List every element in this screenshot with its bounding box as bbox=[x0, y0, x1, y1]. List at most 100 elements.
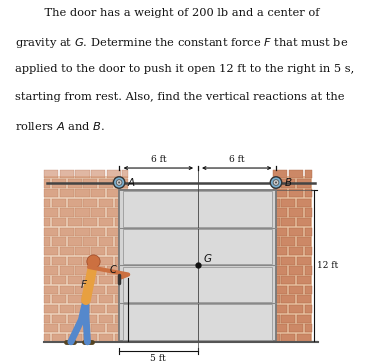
Bar bbox=[119, 190, 276, 341]
Bar bbox=[44, 305, 58, 313]
Bar bbox=[60, 209, 74, 216]
Bar bbox=[83, 237, 98, 245]
Bar bbox=[305, 209, 312, 216]
Text: The door has a weight of 200 lb and a center of: The door has a weight of 200 lb and a ce… bbox=[30, 8, 319, 18]
Bar bbox=[44, 237, 50, 245]
Bar bbox=[68, 199, 82, 207]
Bar bbox=[44, 218, 50, 226]
Bar bbox=[289, 209, 303, 216]
Bar bbox=[289, 189, 303, 197]
Bar bbox=[273, 295, 280, 303]
Bar bbox=[289, 266, 303, 274]
Bar bbox=[305, 266, 312, 274]
Bar bbox=[83, 257, 98, 265]
Bar bbox=[289, 170, 303, 178]
Bar bbox=[115, 315, 128, 323]
Bar bbox=[273, 199, 280, 207]
Bar bbox=[115, 295, 128, 303]
Bar bbox=[107, 170, 121, 178]
Bar bbox=[107, 189, 121, 197]
Bar bbox=[44, 199, 50, 207]
Text: $A$: $A$ bbox=[127, 176, 136, 188]
Bar bbox=[273, 266, 288, 274]
Bar bbox=[122, 189, 128, 197]
Bar bbox=[305, 228, 312, 236]
Text: $B$: $B$ bbox=[283, 176, 292, 188]
Bar bbox=[60, 170, 74, 178]
Bar bbox=[68, 237, 82, 245]
Circle shape bbox=[275, 181, 277, 184]
Bar bbox=[289, 286, 303, 294]
Bar bbox=[289, 247, 303, 255]
Bar bbox=[273, 170, 288, 178]
Bar bbox=[115, 199, 128, 207]
Bar bbox=[281, 276, 295, 284]
Bar bbox=[122, 324, 128, 332]
Bar bbox=[115, 237, 128, 245]
Bar bbox=[75, 324, 89, 332]
Bar bbox=[297, 334, 311, 342]
Bar bbox=[68, 257, 82, 265]
Bar bbox=[99, 199, 113, 207]
Bar bbox=[122, 286, 128, 294]
Circle shape bbox=[116, 180, 122, 185]
Bar bbox=[68, 334, 82, 342]
Bar bbox=[44, 247, 58, 255]
Bar bbox=[273, 218, 280, 226]
Bar bbox=[52, 334, 66, 342]
Bar bbox=[281, 199, 295, 207]
Bar bbox=[91, 324, 105, 332]
Bar bbox=[52, 199, 66, 207]
Text: 3 ft: 3 ft bbox=[131, 305, 146, 314]
Bar bbox=[122, 228, 128, 236]
Bar bbox=[273, 324, 288, 332]
Bar bbox=[44, 257, 50, 265]
Bar bbox=[273, 305, 288, 313]
Bar bbox=[68, 180, 82, 188]
Bar bbox=[305, 189, 312, 197]
Bar bbox=[297, 199, 311, 207]
Bar bbox=[68, 276, 82, 284]
Bar bbox=[115, 180, 128, 188]
Bar bbox=[115, 276, 128, 284]
Bar bbox=[91, 209, 105, 216]
Bar bbox=[99, 218, 113, 226]
Circle shape bbox=[270, 177, 282, 188]
Bar bbox=[83, 276, 98, 284]
Bar bbox=[52, 257, 66, 265]
Bar bbox=[44, 170, 58, 178]
Bar bbox=[122, 247, 128, 255]
Bar bbox=[75, 247, 89, 255]
Bar bbox=[273, 189, 288, 197]
Bar bbox=[60, 228, 74, 236]
Bar bbox=[297, 237, 311, 245]
Bar bbox=[122, 266, 128, 274]
Bar bbox=[99, 237, 113, 245]
Text: starting from rest. Also, find the vertical reactions at the: starting from rest. Also, find the verti… bbox=[15, 92, 344, 102]
Bar bbox=[44, 176, 128, 342]
Circle shape bbox=[87, 255, 100, 268]
Bar bbox=[305, 286, 312, 294]
Bar bbox=[273, 286, 288, 294]
Bar bbox=[107, 209, 121, 216]
Bar bbox=[289, 305, 303, 313]
Bar bbox=[273, 209, 288, 216]
Circle shape bbox=[273, 180, 279, 185]
Bar bbox=[107, 266, 121, 274]
Bar bbox=[75, 305, 89, 313]
Bar bbox=[44, 286, 58, 294]
Bar bbox=[52, 237, 66, 245]
Bar bbox=[107, 305, 121, 313]
Bar bbox=[44, 334, 50, 342]
Bar bbox=[107, 247, 121, 255]
Bar bbox=[273, 176, 312, 342]
Bar bbox=[305, 305, 312, 313]
Bar bbox=[273, 276, 280, 284]
Bar bbox=[281, 218, 295, 226]
Bar bbox=[91, 266, 105, 274]
Bar bbox=[297, 218, 311, 226]
Bar bbox=[75, 209, 89, 216]
Bar bbox=[83, 295, 98, 303]
Bar bbox=[44, 189, 58, 197]
Bar bbox=[60, 324, 74, 332]
